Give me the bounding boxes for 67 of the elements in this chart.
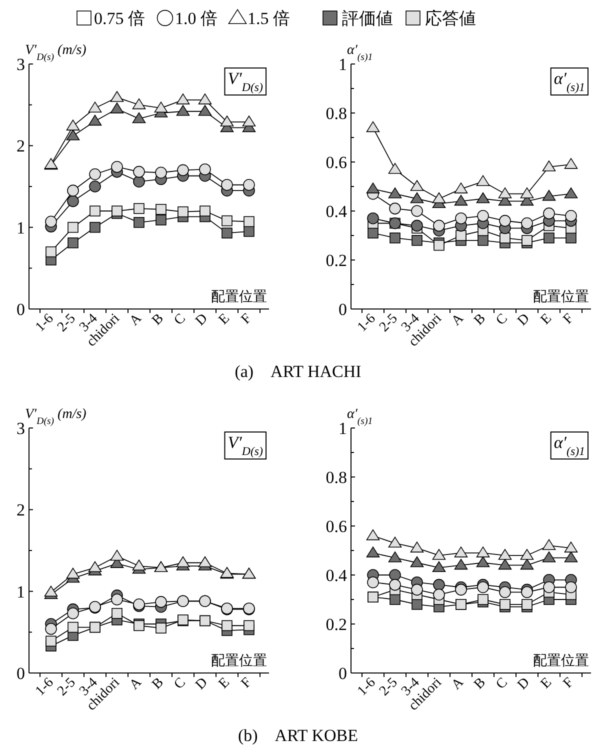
y-tick-label: 0.2 [326, 615, 347, 634]
x-tick-label: 1-6 [33, 311, 57, 336]
y-tick-label: 0 [16, 300, 25, 319]
x-tick-label: E [538, 675, 555, 692]
x-tick-label: 1-6 [355, 675, 379, 700]
x-tick-label: E [216, 675, 233, 692]
x-tick-label: D [515, 675, 533, 693]
x-tick-label: C [494, 311, 511, 328]
x-tick-label: F [560, 675, 577, 692]
y-tick-label: 0.8 [326, 468, 347, 487]
x-axis-title: 配置位置 [533, 653, 589, 669]
x-tick-label: F [238, 311, 255, 328]
x-tick-label: E [216, 311, 233, 328]
y-tick-label: 0.4 [326, 566, 348, 585]
y-tick-label: 3 [16, 55, 25, 74]
x-tick-label: B [150, 311, 167, 328]
x-tick-label: B [472, 311, 489, 328]
x-tick-label: 1-6 [33, 675, 57, 700]
y-tick-label: 0.8 [326, 104, 347, 123]
x-tick-label: C [172, 675, 189, 692]
y-tick-label: 0 [338, 300, 347, 319]
x-tick-label: 2-5 [55, 675, 79, 700]
x-axis-title: 配置位置 [211, 289, 267, 305]
y-tick-label: 1 [16, 218, 25, 238]
annotation: α′$_{(s)1}$ [554, 433, 585, 458]
x-axis-title: 配置位置 [533, 289, 589, 305]
y-tick-label: 0 [338, 664, 347, 683]
x-tick-label: 2-5 [55, 311, 79, 336]
x-tick-label: 1-6 [355, 311, 379, 336]
y-tick-label: 2 [16, 500, 25, 520]
annotation: V′$_{D(s)}$ [228, 433, 264, 458]
y-tick-label: 1 [338, 55, 347, 74]
x-axis-title: 配置位置 [211, 653, 267, 669]
y-tick-label: 1 [338, 419, 347, 438]
x-tick-label: A [127, 674, 146, 693]
y-axis-title: α′$_{(s)1}$ [347, 43, 373, 62]
x-tick-label: C [494, 675, 511, 692]
y-tick-label: 1 [16, 582, 25, 602]
x-tick-label: F [238, 675, 255, 692]
x-tick-label: D [515, 311, 533, 329]
x-tick-label: C [172, 311, 189, 328]
x-tick-label: D [193, 311, 211, 329]
annotation: V′$_{D(s)}$ [228, 69, 264, 94]
y-axis-title: α′$_{(s)1}$ [347, 407, 373, 426]
y-tick-label: 0.6 [326, 517, 347, 536]
y-tick-label: 0.6 [326, 153, 347, 172]
x-tick-label: A [449, 674, 468, 693]
x-tick-label: B [472, 675, 489, 692]
y-tick-label: 3 [16, 419, 25, 438]
y-axis-title: V′$_{D(s)}$ (m/s) [25, 407, 87, 426]
annotation: α′$_{(s)1}$ [554, 69, 585, 94]
y-axis-title: V′$_{D(s)}$ (m/s) [25, 43, 87, 62]
y-tick-label: 2 [16, 136, 25, 156]
x-tick-label: B [150, 675, 167, 692]
y-tick-label: 0.4 [326, 202, 348, 221]
x-tick-label: 2-5 [377, 311, 401, 336]
x-tick-label: A [127, 310, 146, 329]
legend: 0.75 倍 1.0 倍 1.5 倍 評価値 応答値 [76, 8, 476, 28]
y-tick-label: 0 [16, 664, 25, 683]
text: (a) ART HACHI [234, 362, 362, 381]
text: (b) ART KOBE [238, 726, 358, 745]
x-tick-label: E [538, 311, 555, 328]
x-tick-label: 2-5 [377, 675, 401, 700]
x-tick-label: A [449, 310, 468, 329]
x-tick-label: F [560, 311, 577, 328]
x-tick-label: D [193, 675, 211, 693]
y-tick-label: 0.2 [326, 251, 347, 270]
